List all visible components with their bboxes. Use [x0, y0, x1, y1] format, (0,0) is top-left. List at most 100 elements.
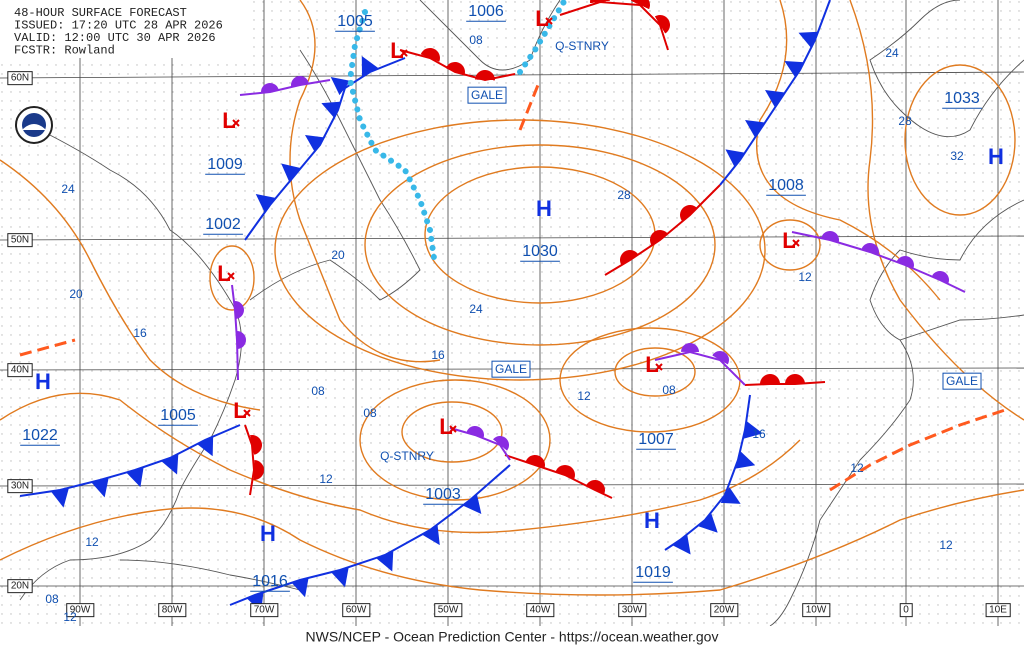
lon-label: 50W: [438, 605, 459, 616]
low-x: [232, 119, 240, 127]
pressure-label: 1033: [944, 90, 980, 107]
header-background: [0, 0, 250, 58]
isobar-label: 20: [331, 248, 345, 262]
header-line: 48-HOUR SURFACE FORECAST: [14, 6, 187, 20]
footer-credit: NWS/NCEP - Ocean Prediction Center - htt…: [306, 629, 719, 645]
high-center: H: [644, 508, 660, 533]
lon-label: 40W: [530, 605, 551, 616]
high-center: H: [35, 369, 51, 394]
pressure-label: 1019: [635, 564, 671, 581]
low-x: [243, 409, 251, 417]
lon-label-box: [434, 603, 463, 618]
low-center: L: [222, 108, 235, 133]
low-center: L: [233, 398, 246, 423]
low-center: L: [390, 38, 403, 63]
lat-label-box: [7, 71, 33, 86]
gale-warning: GALE: [471, 88, 503, 102]
isobar-label: 12: [939, 538, 953, 552]
pressure-label: 1006: [468, 3, 504, 20]
front-label: Q-STNRY: [555, 39, 609, 53]
lon-label: 60W: [346, 605, 367, 616]
gale-warning-box: [467, 86, 507, 104]
lat-label: 60N: [11, 73, 29, 84]
header-line: FCSTR: Rowland: [14, 44, 115, 58]
low-center: L: [217, 261, 230, 286]
gale-warning-box: [942, 372, 982, 390]
isobar-label: 16: [133, 326, 147, 340]
fronts: [19, 0, 1006, 612]
pressure-label: 1007: [638, 431, 674, 448]
lon-label: 10E: [989, 605, 1007, 616]
lon-label: 80W: [162, 605, 183, 616]
lon-label-box: [985, 603, 1011, 618]
lon-label: 70W: [254, 605, 275, 616]
map-background: [0, 0, 1024, 626]
lat-label: 20N: [11, 581, 29, 592]
pressure-label: 1008: [768, 177, 804, 194]
isobar-label: 28: [898, 114, 912, 128]
isobar-label: 16: [431, 348, 445, 362]
noaa-logo: [15, 106, 53, 144]
gale-warning: GALE: [946, 374, 978, 388]
isobar-label: 24: [885, 46, 899, 60]
pressure-label: 1003: [425, 486, 461, 503]
lat-label-box: [7, 579, 33, 594]
isobar-label: 08: [469, 33, 483, 47]
high-center: H: [988, 144, 1004, 169]
isobar-label: 12: [850, 461, 864, 475]
pressure-label: 1005: [160, 407, 196, 424]
isobar-label: 12: [85, 535, 99, 549]
lon-label: 10W: [806, 605, 827, 616]
lon-label: 20W: [714, 605, 735, 616]
isobar-label: 12: [577, 389, 591, 403]
high-center: H: [260, 521, 276, 546]
isobar-label: 12: [63, 610, 77, 624]
pressure-label: 1030: [522, 243, 558, 260]
coastlines: [19, 0, 1024, 627]
pressure-label: 1002: [205, 216, 241, 233]
front-label: Q-STNRY: [380, 449, 434, 463]
low-center: L: [645, 352, 658, 377]
low-x: [227, 272, 235, 280]
isobar-label: 08: [662, 383, 676, 397]
lat-label-box: [7, 479, 33, 494]
lon-label: 90W: [70, 605, 91, 616]
lat-label: 30N: [11, 481, 29, 492]
lat-label-box: [7, 233, 33, 248]
lon-label-box: [66, 603, 95, 618]
low-x: [655, 363, 663, 371]
lon-label-box: [710, 603, 739, 618]
footer-background: [0, 626, 1024, 652]
lon-label-box: [899, 603, 913, 618]
isobar-label: 32: [950, 149, 964, 163]
lon-label-box: [342, 603, 371, 618]
isobar-label: 08: [363, 406, 377, 420]
isobar-label: 28: [617, 188, 631, 202]
lon-label-box: [250, 603, 279, 618]
lon-label: 30W: [622, 605, 643, 616]
header-line: VALID: 12:00 UTC 30 APR 2026: [14, 31, 216, 45]
isobar-label: 24: [469, 302, 483, 316]
isobar-label: 08: [45, 592, 59, 606]
low-x: [545, 17, 553, 25]
pressure-label: 1022: [22, 427, 58, 444]
low-x: [792, 239, 800, 247]
lon-label-box: [158, 603, 187, 618]
lon-label-box: [618, 603, 647, 618]
pressure-label: 1005: [337, 13, 373, 30]
gale-warning-box: [491, 360, 531, 378]
low-x: [400, 49, 408, 57]
isobar-label: 12: [319, 472, 333, 486]
lat-label-box: [7, 363, 33, 378]
lat-label: 50N: [11, 235, 29, 246]
isobar-label: 08: [311, 384, 325, 398]
lon-label-box: [526, 603, 555, 618]
gale-warning: GALE: [495, 362, 527, 376]
lon-label: 0: [903, 605, 909, 616]
low-center: L: [439, 414, 452, 439]
isobar-label: 24: [61, 182, 75, 196]
high-center: H: [536, 196, 552, 221]
pressure-label: 1016: [252, 573, 288, 590]
lat-label: 40N: [11, 365, 29, 376]
